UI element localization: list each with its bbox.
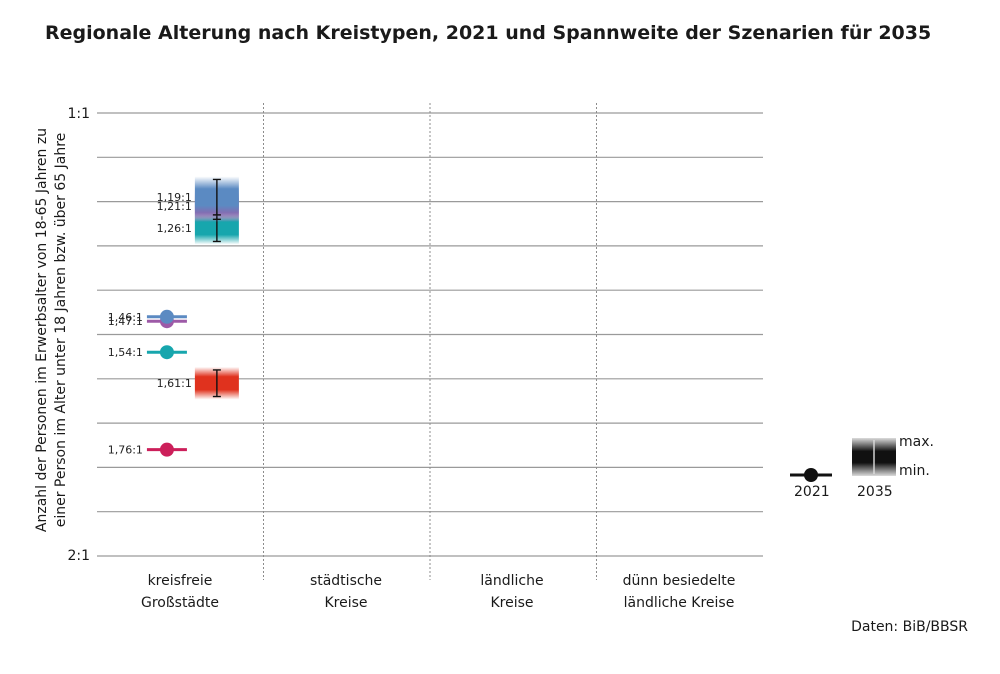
legend-min-label: min. — [899, 463, 930, 479]
source-note: Daten: BiB/BBSR — [851, 619, 968, 635]
legend-2021-dot — [804, 468, 818, 482]
marker-2021-dot — [159, 345, 174, 360]
y-tick-label-top: 1:1 — [67, 106, 90, 122]
marker-2021-dot — [159, 442, 174, 457]
label-2021: 1,54:1 — [108, 346, 143, 359]
chart-title: Regionale Alterung nach Kreistypen, 2021… — [45, 22, 932, 44]
category-label-3: dünn besiedelte ländliche Kreise — [622, 573, 736, 611]
label-2035: 1,19:1 — [157, 191, 192, 204]
category-label-1: städtische Kreise — [309, 573, 383, 611]
category-label-0: kreisfreie Großstädte — [140, 573, 220, 611]
chart-marks: 1,76:1 1,61:1 1,54:1 1,26:1 1,47:1 1,21:1 1,46… — [108, 176, 239, 457]
marker-2021-dot — [159, 309, 174, 324]
legend-max-label: max. — [899, 434, 934, 450]
label-2035: 1,21:1 — [157, 200, 192, 213]
legend-2021-label: 2021 — [794, 484, 830, 500]
label-2021: 1,76:1 — [108, 444, 143, 457]
legend-marks — [790, 438, 896, 482]
legend-2035-label: 2035 — [857, 484, 893, 500]
y-tick-label-bottom: 2:1 — [67, 548, 90, 564]
label-2021: 1,46:1 — [108, 311, 143, 324]
category-label-2: ländliche Kreise — [480, 573, 544, 611]
label-2035: 1,26:1 — [157, 222, 192, 235]
label-2021: 1,47:1 — [108, 315, 143, 328]
grid — [97, 103, 763, 580]
label-2035: 1,61:1 — [157, 377, 192, 390]
